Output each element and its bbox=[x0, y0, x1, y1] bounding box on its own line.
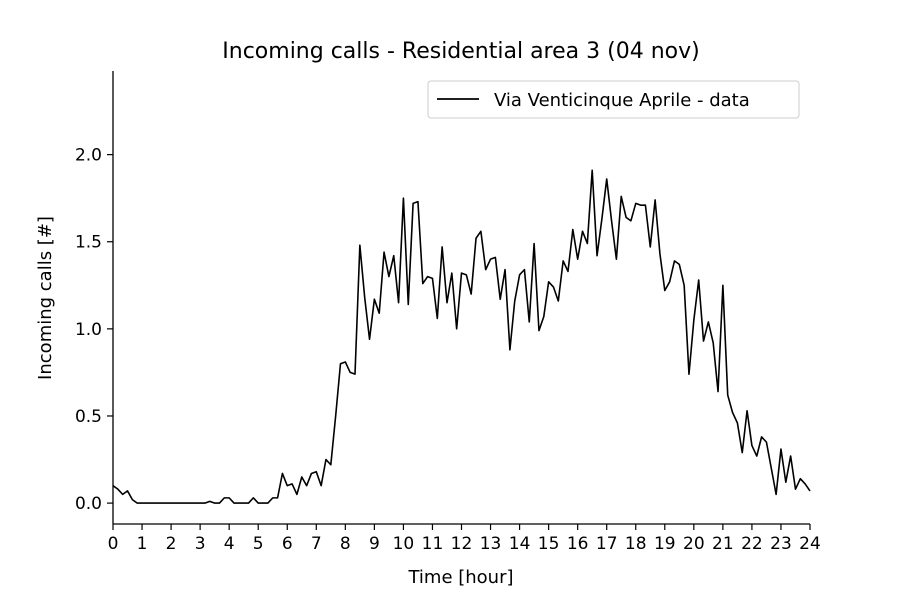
x-tick-label: 13 bbox=[480, 534, 502, 554]
chart-title: Incoming calls - Residential area 3 (04 … bbox=[222, 39, 699, 64]
x-axis-label: Time [hour] bbox=[407, 567, 513, 588]
x-tick-label: 0 bbox=[108, 534, 119, 554]
legend-label: Via Venticinque Aprile - data bbox=[494, 90, 750, 111]
y-tick-label: 1.5 bbox=[75, 233, 102, 253]
x-tick-label: 15 bbox=[538, 534, 560, 554]
x-tick-label: 12 bbox=[451, 534, 473, 554]
x-tick-label: 6 bbox=[282, 534, 293, 554]
x-tick-label: 4 bbox=[224, 534, 235, 554]
x-tick-label: 24 bbox=[799, 534, 821, 554]
x-tick-label: 2 bbox=[166, 534, 177, 554]
x-tick-label: 7 bbox=[311, 534, 322, 554]
x-tick-label: 9 bbox=[369, 534, 380, 554]
x-tick-label: 18 bbox=[625, 534, 647, 554]
x-tick-label: 10 bbox=[393, 534, 415, 554]
y-axis-ticks: 0.0 0.5 1.0 1.5 2.0 bbox=[75, 146, 113, 514]
x-tick-label: 21 bbox=[712, 534, 734, 554]
plot-area bbox=[112, 71, 811, 525]
x-tick-label: 20 bbox=[683, 534, 705, 554]
x-tick-label: 17 bbox=[596, 534, 618, 554]
y-tick-label: 2.0 bbox=[75, 146, 102, 166]
y-tick-label: 0.0 bbox=[75, 494, 102, 514]
x-tick-label: 16 bbox=[567, 534, 589, 554]
x-tick-label: 11 bbox=[422, 534, 444, 554]
y-tick-label: 0.5 bbox=[75, 407, 102, 427]
x-tick-label: 23 bbox=[770, 534, 792, 554]
x-tick-label: 22 bbox=[741, 534, 763, 554]
legend-box bbox=[427, 80, 800, 119]
legend: Via Venticinque Aprile - data bbox=[427, 80, 800, 119]
x-tick-label: 8 bbox=[340, 534, 351, 554]
series-line-0 bbox=[112, 169, 811, 504]
x-tick-label: 14 bbox=[509, 534, 531, 554]
x-tick-label: 3 bbox=[195, 534, 206, 554]
x-tick-label: 19 bbox=[654, 534, 676, 554]
x-axis-ticks: 0 1 2 3 4 5 6 7 8 9 10 11 12 13 14 15 16 17 18 19 20 21 22 23 24 bbox=[108, 524, 821, 554]
x-tick-label: 1 bbox=[137, 534, 148, 554]
x-tick-label: 5 bbox=[253, 534, 264, 554]
y-axis-label: Incoming calls [#] bbox=[35, 216, 56, 380]
y-tick-label: 1.0 bbox=[75, 320, 102, 340]
